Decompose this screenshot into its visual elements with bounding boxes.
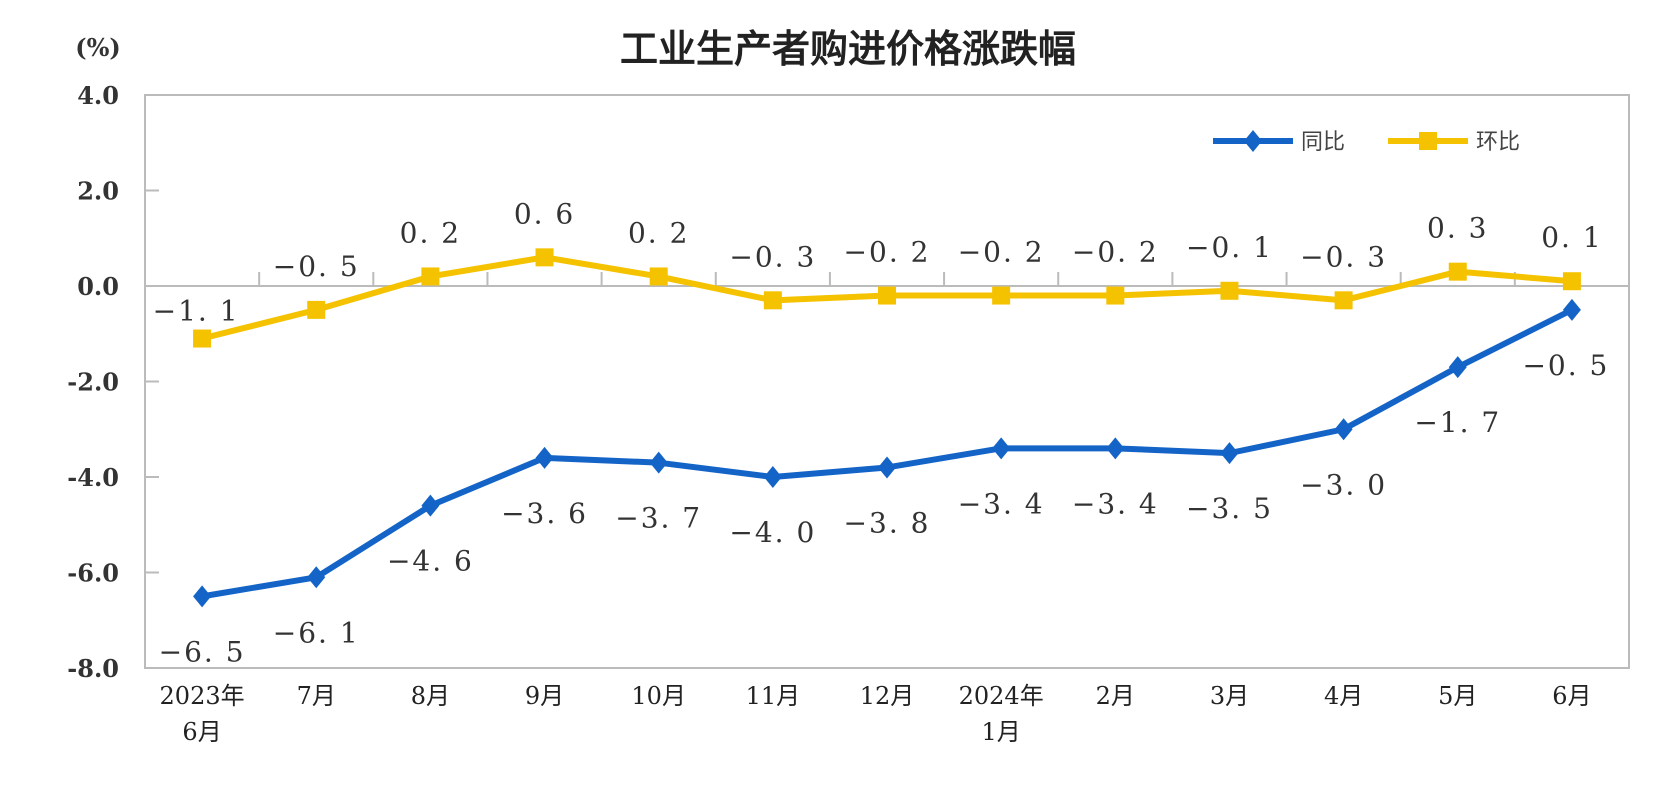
x-tick-label: 8月 bbox=[411, 682, 450, 710]
data-point bbox=[421, 267, 440, 286]
data-point bbox=[763, 291, 782, 310]
data-label: −4. 0 bbox=[729, 516, 816, 549]
x-tick-label: 6月 bbox=[182, 718, 221, 746]
data-point bbox=[878, 286, 896, 305]
data-point bbox=[1106, 286, 1125, 305]
chart-title: 工业生产者购进价格涨跌幅 bbox=[620, 26, 1076, 71]
data-label: −0. 2 bbox=[1072, 236, 1159, 269]
x-tick-label: 3月 bbox=[1210, 682, 1249, 710]
data-point bbox=[307, 566, 326, 589]
y-tick-label: -6.0 bbox=[67, 559, 119, 588]
data-label: −6. 5 bbox=[159, 635, 246, 668]
data-label: −0. 2 bbox=[958, 236, 1045, 269]
data-point bbox=[649, 267, 668, 286]
data-label: −4. 6 bbox=[387, 545, 474, 578]
data-point bbox=[1106, 437, 1125, 460]
data-label: −0. 5 bbox=[273, 250, 360, 283]
data-label: −0. 1 bbox=[1186, 231, 1273, 264]
x-tick-label: 4月 bbox=[1324, 682, 1363, 710]
plot-area bbox=[144, 94, 1630, 669]
data-point bbox=[1448, 262, 1467, 281]
data-label: −0. 3 bbox=[729, 240, 816, 273]
legend-marker-square bbox=[1419, 132, 1437, 150]
data-point bbox=[193, 329, 212, 348]
data-label: 0. 2 bbox=[628, 216, 689, 249]
x-tick-label: 9月 bbox=[525, 682, 564, 710]
data-label: 0. 2 bbox=[400, 216, 461, 249]
y-tick-label: -2.0 bbox=[67, 368, 119, 397]
data-label: −3. 8 bbox=[844, 506, 931, 539]
data-point bbox=[535, 248, 554, 267]
data-label: −3. 0 bbox=[1300, 468, 1387, 501]
x-tick-label: 2023年 bbox=[160, 682, 245, 710]
data-point bbox=[992, 437, 1011, 460]
data-label: −3. 6 bbox=[501, 497, 588, 530]
x-tick-label: 12月 bbox=[860, 682, 915, 710]
data-point bbox=[649, 451, 668, 474]
data-point bbox=[193, 585, 212, 608]
x-tick-label: 2月 bbox=[1096, 682, 1135, 710]
x-tick-label: 2024年 bbox=[959, 682, 1044, 710]
data-point bbox=[1334, 418, 1353, 441]
data-point bbox=[1334, 291, 1353, 310]
x-tick-label: 11月 bbox=[746, 682, 801, 710]
data-point bbox=[1220, 281, 1239, 300]
x-tick-label: 6月 bbox=[1552, 682, 1591, 710]
data-label: −1. 1 bbox=[153, 295, 240, 328]
data-label: 0. 1 bbox=[1541, 221, 1602, 254]
data-label: −3. 7 bbox=[615, 502, 702, 535]
data-label: −3. 4 bbox=[958, 487, 1045, 520]
y-axis-unit: (%) bbox=[75, 33, 121, 62]
y-tick-label: 4.0 bbox=[77, 81, 119, 110]
data-point bbox=[421, 494, 440, 517]
data-point bbox=[878, 456, 896, 479]
x-tick-label: 7月 bbox=[297, 682, 336, 710]
data-point bbox=[1562, 272, 1581, 291]
data-label: −1. 7 bbox=[1414, 406, 1501, 439]
y-tick-label: -4.0 bbox=[67, 463, 119, 492]
x-tick-label: 5月 bbox=[1438, 682, 1477, 710]
data-label: 0. 3 bbox=[1427, 212, 1488, 245]
y-tick-label: 0.0 bbox=[77, 272, 119, 301]
x-tick-label: 1月 bbox=[982, 718, 1021, 746]
data-point bbox=[1562, 298, 1581, 321]
data-label: −0. 2 bbox=[844, 236, 931, 269]
data-point bbox=[763, 466, 782, 488]
data-label: 0. 6 bbox=[514, 197, 575, 230]
data-point bbox=[1448, 356, 1467, 379]
legend: 同比 环比 bbox=[1213, 130, 1520, 155]
data-label: −0. 5 bbox=[1522, 349, 1609, 382]
data-label: −0. 3 bbox=[1300, 240, 1387, 273]
data-point bbox=[307, 300, 326, 319]
legend-label: 同比 bbox=[1301, 130, 1345, 155]
data-label: −3. 4 bbox=[1072, 487, 1159, 520]
y-tick-label: -8.0 bbox=[67, 654, 119, 683]
data-label: −3. 5 bbox=[1186, 492, 1273, 525]
legend-marker-diamond bbox=[1244, 130, 1262, 152]
data-point bbox=[992, 286, 1011, 305]
data-label: −6. 1 bbox=[273, 616, 360, 649]
data-point bbox=[1220, 442, 1239, 465]
y-tick-label: 2.0 bbox=[77, 177, 119, 206]
x-tick-label: 10月 bbox=[631, 682, 686, 710]
data-point bbox=[535, 446, 554, 469]
legend-label: 环比 bbox=[1476, 130, 1520, 155]
